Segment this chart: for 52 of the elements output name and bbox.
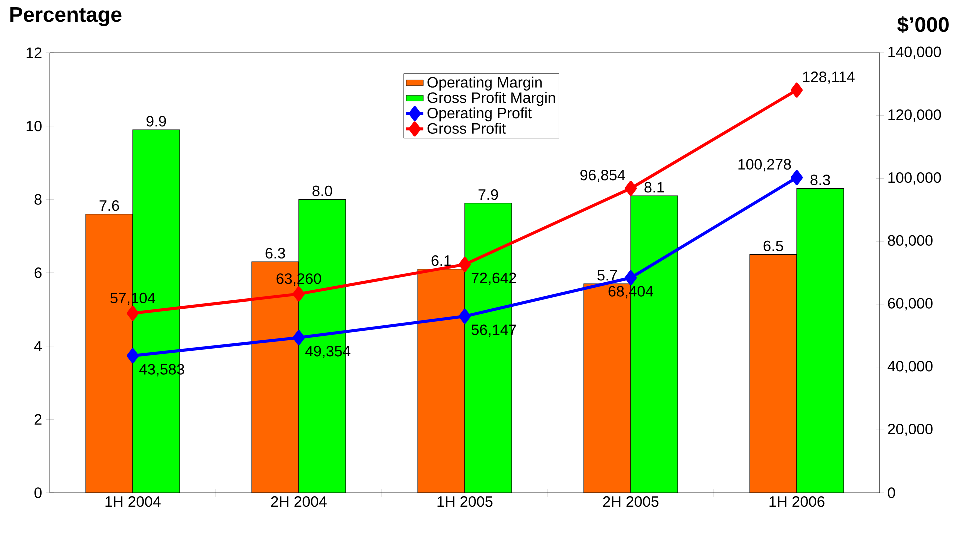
point [791, 170, 804, 186]
point [293, 286, 306, 302]
data-label: 8.3 [810, 174, 830, 186]
data-label: 6.3 [266, 248, 286, 259]
y-tick-label: 8 [34, 194, 42, 205]
point [459, 257, 472, 272]
y2-tick-label: 20,000 [888, 424, 933, 436]
y-axis-title: Percentage [10, 8, 122, 26]
point [459, 309, 472, 324]
data-label: 128,114 [803, 72, 855, 84]
point [127, 306, 140, 322]
y-tick-label: 2 [34, 414, 42, 425]
point [625, 181, 638, 196]
data-label: 68,404 [608, 286, 654, 299]
point [293, 330, 306, 346]
y-tick-label: 6 [34, 268, 42, 278]
y2-axis-title: $’000 [898, 16, 949, 34]
y2-tick-label: 60,000 [888, 298, 933, 311]
y2-tick-label: 120,000 [888, 110, 942, 122]
y2-tick-label: 40,000 [888, 361, 933, 374]
legend-label: Operating Margin [428, 76, 542, 91]
x-tick-label: 2H 2004 [271, 496, 327, 508]
y-tick-label: 10 [26, 121, 42, 132]
x-tick-label: 1H 2006 [770, 496, 825, 508]
x-tick-label: 1H 2005 [438, 496, 493, 508]
y2-tick-label: 0 [888, 488, 896, 498]
y2-tick-label: 80,000 [888, 235, 933, 248]
point [791, 82, 804, 98]
data-label: 63,260 [276, 274, 322, 286]
legend-label: Gross Profit Margin [428, 92, 556, 106]
data-label: 7.6 [100, 200, 120, 212]
data-label: 9.9 [146, 116, 166, 127]
data-label: 7.9 [478, 190, 498, 200]
x-tick-label: 1H 2004 [106, 496, 161, 508]
data-label: 5.7 [598, 270, 618, 281]
data-label: 8.0 [312, 186, 332, 196]
x-tick-label: 2H 2005 [603, 496, 659, 508]
data-label: 57,104 [110, 292, 156, 306]
data-label: 6.1 [432, 256, 452, 266]
data-label: 8.1 [644, 182, 664, 193]
y2-tick-label: 100,000 [888, 172, 942, 185]
data-label: 100,278 [738, 159, 792, 172]
point [127, 348, 140, 364]
y-tick-label: 0 [34, 488, 42, 498]
legend-label: Gross Profit [428, 122, 506, 134]
legend-label: Operating Profit [428, 108, 532, 122]
data-label: 96,854 [580, 170, 626, 182]
y-tick-label: 4 [34, 341, 42, 352]
y-tick-label: 12 [26, 48, 42, 58]
point [625, 270, 638, 286]
data-label: 6.5 [764, 240, 784, 252]
y2-tick-label: 140,000 [888, 46, 942, 60]
